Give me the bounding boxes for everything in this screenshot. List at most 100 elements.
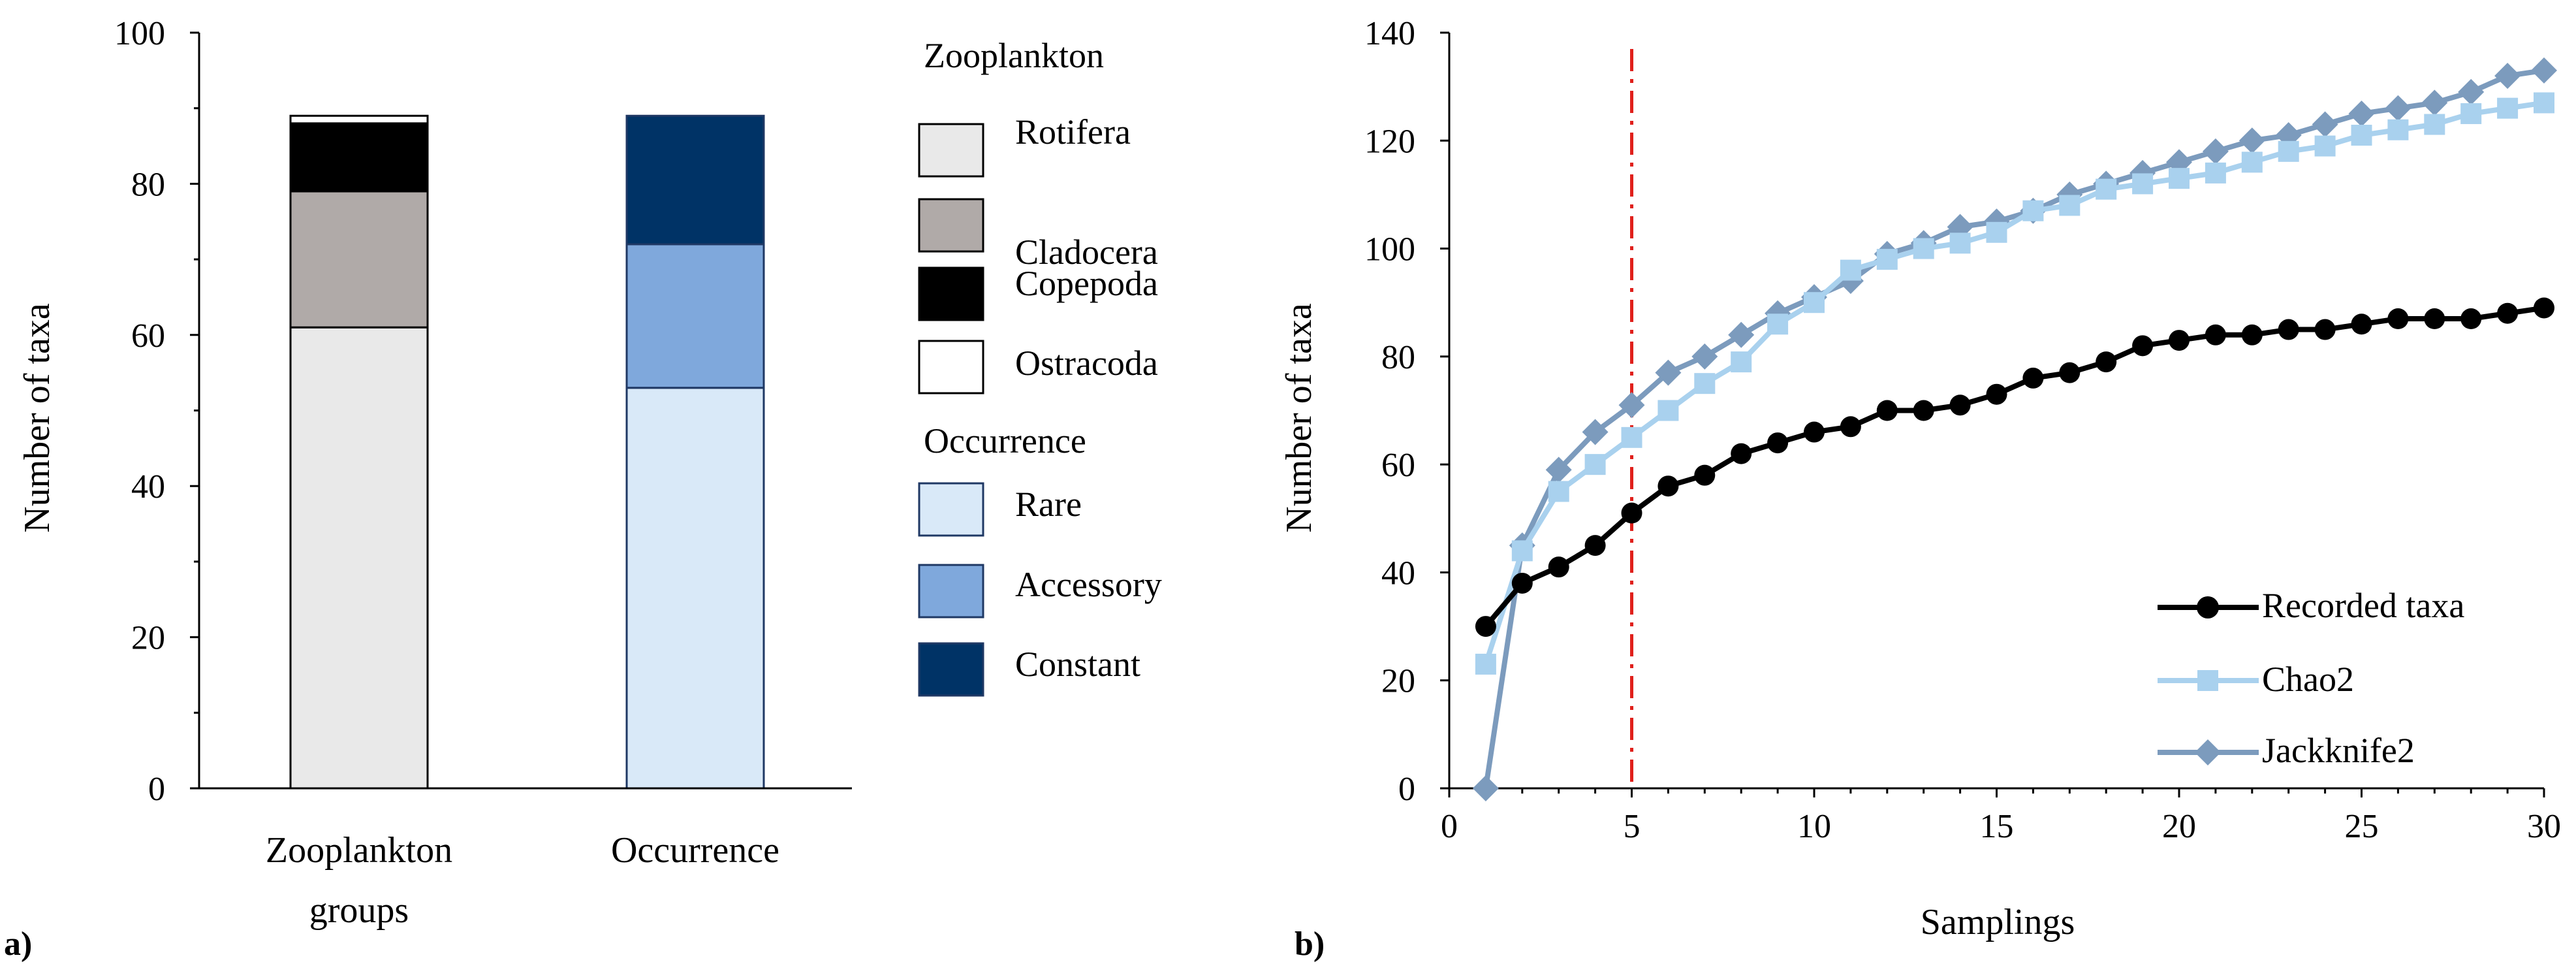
point-recorded-taxa-27 [2424,308,2445,330]
point-chao2-13 [1913,238,1934,259]
point-chao2-24 [2314,135,2336,157]
panel-a-ylabel: Number of taxa [17,303,57,533]
point-jackknife2-6 [1655,359,1682,386]
point-recorded-taxa-18 [2096,351,2117,373]
point-chao2-27 [2424,114,2445,135]
point-chao2-12 [1876,249,1898,270]
point-jackknife2-5 [1618,392,1645,419]
point-jackknife2-1 [1472,775,1499,801]
panel-a-bars [289,114,765,790]
point-jackknife2-21 [2202,138,2229,165]
point-recorded-taxa-21 [2205,324,2226,345]
legend-marker-chao2 [2197,670,2218,691]
bar-segment-accessory [625,243,765,389]
point-recorded-taxa-16 [2022,367,2044,389]
legend-label-cladocera: Cladocera [1015,233,1158,272]
panel-b-xtick-label-5: 5 [1624,808,1641,845]
panel-a-y-ticks: 0 20 40 60 80 100 [114,15,199,808]
panel-a-ytick-label: 40 [131,468,165,506]
point-recorded-taxa-3 [1548,556,1569,578]
panel-b-ytick-label: 40 [1381,554,1415,592]
point-jackknife2-24 [2312,111,2338,138]
point-chao2-16 [2022,200,2044,221]
point-recorded-taxa-26 [2387,308,2409,330]
panel-a-ytick-label: 0 [148,771,165,808]
point-chao2-9 [1767,313,1789,335]
panel-b-ytick-label: 140 [1364,15,1415,52]
point-chao2-26 [2387,119,2409,140]
point-jackknife2-7 [1691,343,1718,370]
panel-a-ytick-label: 20 [131,620,165,657]
legend-swatch-constant [918,642,984,697]
point-jackknife2-29 [2494,63,2521,89]
point-jackknife2-28 [2458,78,2485,105]
point-jackknife2-22 [2238,127,2265,154]
bar-segment-ostracoda [289,114,429,125]
panel-b-x-ticks: 0 5 10 15 20 25 30 [1441,788,2561,845]
legend-swatch-rare [918,482,984,537]
legend-label-accessory: Accessory [1015,565,1162,604]
point-jackknife2-20 [2166,149,2192,176]
panel-b-label: b) [1295,925,1325,963]
legend-group-zooplankton-title: Zooplankton [924,36,1104,75]
panel-b-legend: Recorded taxa Chao2 Jackknife2 [2158,586,2464,770]
point-recorded-taxa-13 [1913,400,1934,421]
panel-b-ytick-label: 80 [1381,339,1415,376]
panel-b-xtick-label-15: 15 [1980,808,2014,845]
point-chao2-1 [1475,653,1496,675]
point-recorded-taxa-22 [2241,324,2263,345]
point-recorded-taxa-30 [2534,297,2554,319]
point-chao2-30 [2534,92,2554,114]
point-jackknife2-30 [2531,57,2557,84]
legend-swatch-cladocera [918,198,984,253]
point-chao2-19 [2132,173,2154,195]
legend-label-chao2: Chao2 [2262,660,2354,699]
panel-b-series [1472,57,2557,801]
point-recorded-taxa-4 [1584,535,1606,556]
point-recorded-taxa-15 [1986,383,2007,405]
point-chao2-10 [1804,292,1825,313]
point-recorded-taxa-6 [1657,475,1679,497]
point-recorded-taxa-20 [2169,330,2190,351]
bar-segment-rare [625,387,765,790]
point-jackknife2-3 [1545,457,1572,483]
point-recorded-taxa-7 [1694,464,1716,486]
legend-label-constant: Constant [1015,645,1140,684]
point-chao2-28 [2460,103,2482,124]
panel-a-label: a) [4,925,32,963]
point-recorded-taxa-23 [2278,319,2299,340]
panel-b-ytick-label: 20 [1381,663,1415,700]
legend-marker-jackknife2 [2195,739,2221,765]
panel-b-xlabel: Samplings [1921,902,2075,942]
legend-label-ostracoda: Ostracoda [1015,344,1158,383]
panel-a-xcat-1-line2: groups [309,890,409,931]
point-recorded-taxa-28 [2460,308,2482,330]
legend-swatch-rotifera [918,123,984,178]
point-recorded-taxa-9 [1767,432,1789,454]
point-chao2-15 [1986,221,2007,243]
point-recorded-taxa-24 [2314,319,2336,340]
panel-a-ytick-label: 60 [131,317,165,355]
panel-a-xcat-2-line1: Occurrence [611,830,779,871]
bar-segment-copepoda [289,122,429,193]
panel-b-xtick-label-30: 30 [2527,808,2561,845]
panel-a-ytick-label: 80 [131,166,165,203]
point-chao2-18 [2096,178,2117,200]
point-jackknife2-25 [2348,100,2375,127]
legend-label-recorded-taxa: Recorded taxa [2262,586,2464,625]
panel-b: Number of taxa 0 20 40 60 80 100 120 140 0 5 10 15… [1279,15,2561,963]
point-chao2-20 [2169,168,2190,189]
point-jackknife2-8 [1728,321,1755,348]
panel-b-xtick-label-25: 25 [2345,808,2379,845]
point-chao2-5 [1621,426,1642,448]
panel-b-ytick-label: 0 [1398,771,1415,808]
panel-b-ytick-label: 100 [1364,231,1415,268]
point-recorded-taxa-25 [2351,313,2372,335]
point-chao2-22 [2241,152,2263,173]
point-chao2-14 [1949,233,1971,254]
point-recorded-taxa-11 [1840,416,1861,438]
point-chao2-2 [1511,540,1533,562]
bar-segment-rotifera [289,326,429,790]
panel-a-xcat-1-line1: Zooplankton [266,830,452,871]
